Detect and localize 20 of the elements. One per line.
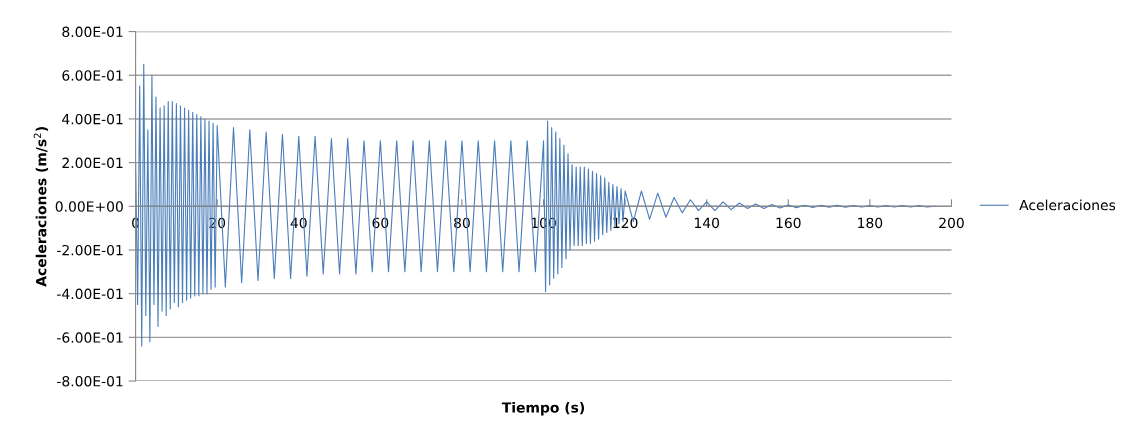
y-tick-label: 8.00E-01 — [62, 26, 123, 38]
x-axis-title: Tiempo (s) — [501, 401, 585, 416]
x-tick-label: 160 — [776, 217, 801, 229]
y-tick-label: 4.00E-01 — [62, 113, 123, 125]
y-tick-label: 2.00E-01 — [62, 157, 123, 169]
legend-label: Aceleraciones — [1019, 199, 1116, 211]
y-axis-title: Aceleraciones (m/s$^{2}$) — [33, 127, 49, 287]
y-tick-label: -8.00E-01 — [57, 375, 123, 387]
x-tick-label: 80 — [454, 217, 470, 229]
x-tick-label: 180 — [858, 217, 883, 229]
y-tick-label: -2.00E-01 — [57, 244, 123, 256]
y-tick-label: -4.00E-01 — [57, 288, 123, 300]
x-tick-label: 120 — [613, 217, 638, 229]
x-tick-label: 140 — [694, 217, 720, 229]
y-tick-label: 0.00E+00 — [55, 201, 123, 212]
x-tick-label: 200 — [939, 217, 964, 229]
y-tick-label: -6.00E-01 — [57, 332, 123, 343]
x-tick-label: 40 — [290, 217, 307, 229]
y-tick-label: 6.00E-01 — [62, 70, 123, 81]
x-tick-label: 20 — [209, 217, 226, 229]
